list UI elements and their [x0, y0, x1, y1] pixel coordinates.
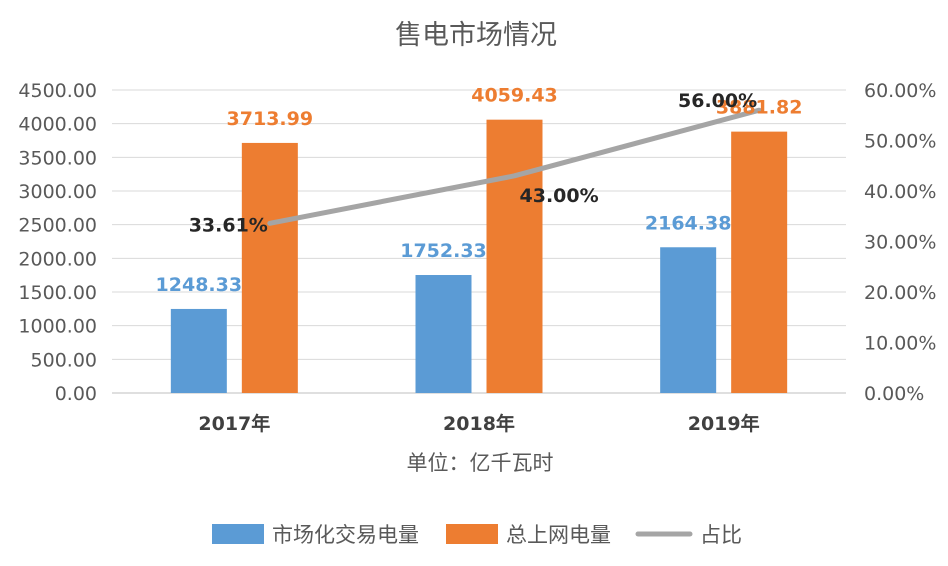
left-tick-label: 4000.00 [18, 114, 97, 136]
ratio-line [267, 107, 762, 226]
total-grid-value-label: 4059.43 [471, 85, 558, 107]
left-tick-label: 2000.00 [18, 248, 97, 270]
total-grid-value-label: 3881.82 [716, 97, 803, 119]
total-grid-value-label: 3713.99 [227, 108, 314, 130]
left-tick-label: 1500.00 [18, 282, 97, 304]
ratio-value-label: 56.00% [678, 90, 757, 112]
category-label: 2018年 [443, 412, 515, 435]
right-tick-label: 10.00% [864, 333, 936, 355]
left-tick-label: 500.00 [31, 349, 97, 371]
unit-label: 单位：亿千瓦时 [407, 451, 554, 475]
bars [170, 119, 788, 394]
chart-title: 售电市场情况 [395, 20, 557, 51]
legend-label-ratio: 占比 [700, 523, 742, 547]
left-tick-label: 2500.00 [18, 215, 97, 237]
legend-swatch-market-trade [212, 524, 264, 544]
left-axis: 0.00 500.00 1000.00 1500.00 2000.00 2500.00 30… [18, 80, 97, 405]
total-grid-bar [486, 119, 543, 394]
left-tick-label: 4500.00 [18, 80, 97, 102]
gridlines [112, 89, 846, 394]
right-tick-label: 20.00% [864, 282, 936, 304]
market-trade-bar [170, 308, 227, 393]
right-tick-label: 40.00% [864, 181, 936, 203]
right-tick-label: 60.00% [864, 80, 936, 102]
right-tick-label: 30.00% [864, 232, 936, 254]
legend: 市场化交易电量 总上网电量 占比 [212, 523, 742, 547]
category-label: 2017年 [198, 412, 270, 435]
legend-swatch-total-grid [446, 524, 498, 544]
ratio-line-path [267, 107, 762, 226]
market-trade-value-label: 2164.38 [645, 212, 732, 234]
market-trade-value-label: 1752.33 [400, 240, 487, 262]
legend-label-total-grid: 总上网电量 [506, 523, 611, 547]
left-tick-label: 3500.00 [18, 147, 97, 169]
market-trade-bar [660, 247, 717, 393]
market-trade-value-label: 1248.33 [156, 274, 243, 296]
ratio-value-label: 33.61% [189, 214, 268, 236]
left-tick-label: 3000.00 [18, 181, 97, 203]
category-axis: 2017年 2018年 2019年 [198, 412, 759, 435]
right-tick-label: 0.00% [864, 383, 924, 405]
legend-label-market-trade: 市场化交易电量 [272, 523, 419, 547]
ratio-value-label: 43.00% [520, 185, 599, 207]
right-tick-label: 50.00% [864, 131, 936, 153]
total-grid-bar [241, 142, 298, 393]
category-label: 2019年 [688, 412, 760, 435]
left-tick-label: 0.00 [55, 383, 97, 405]
left-tick-label: 1000.00 [18, 316, 97, 338]
market-trade-bar [415, 275, 472, 393]
right-axis: 0.00% 10.00% 20.00% 30.00% 40.00% 50.00% 60.00… [864, 80, 936, 405]
data-labels: 1248.33 3713.99 1752.33 4059.43 2164.38 3881.… [156, 85, 803, 296]
total-grid-bar [731, 131, 788, 393]
